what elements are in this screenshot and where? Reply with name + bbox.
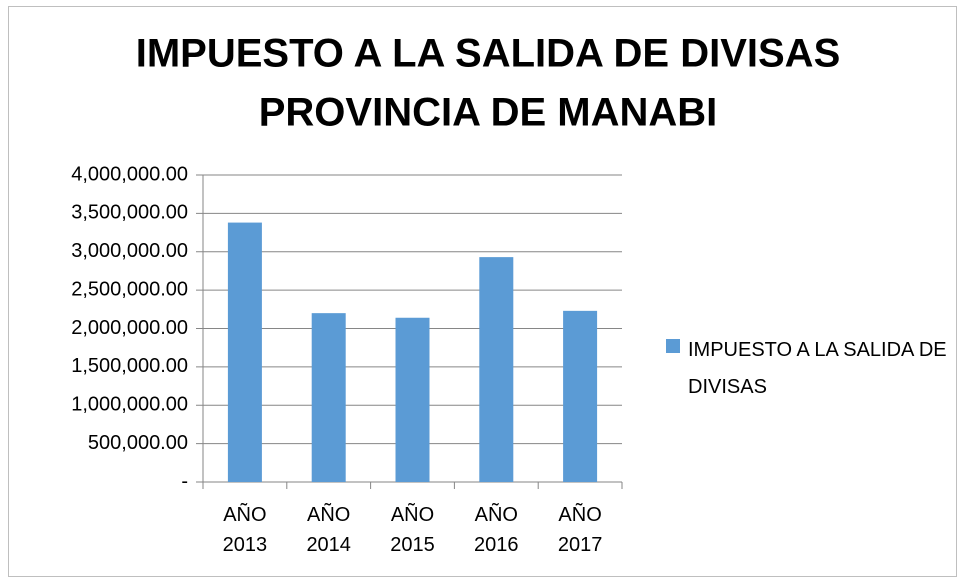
y-tick-label: 2,000,000.00 (71, 317, 188, 339)
y-tick-label: 2,500,000.00 (71, 278, 188, 300)
x-tick-label: AÑO 2015 (390, 504, 435, 556)
bar (395, 317, 430, 482)
y-tick-label: - (181, 470, 188, 492)
y-tick-label: 4,000,000.00 (71, 163, 188, 185)
bar (479, 257, 514, 482)
y-tick-label: 3,000,000.00 (71, 240, 188, 262)
chart-border (8, 6, 957, 577)
y-tick-label: 500,000.00 (88, 432, 188, 454)
legend-label: IMPUESTO A LA SALIDA DE DIVISAS (688, 339, 947, 398)
x-tick-label: AÑO 2017 (557, 504, 603, 556)
bar (311, 313, 346, 482)
legend-swatch (666, 339, 680, 353)
bar (227, 222, 262, 482)
x-tick-label: AÑO 2014 (306, 504, 351, 556)
x-tick-label: AÑO 2013 (222, 504, 268, 556)
bar (563, 310, 598, 482)
x-tick-label: AÑO 2016 (474, 504, 519, 556)
chart-title: IMPUESTO A LA SALIDA DE DIVISAS (136, 32, 841, 76)
chart-subtitle: PROVINCIA DE MANABI (259, 91, 718, 135)
y-tick-label: 1,500,000.00 (71, 355, 188, 377)
y-tick-label: 1,000,000.00 (71, 394, 188, 416)
y-tick-label: 3,500,000.00 (71, 202, 188, 224)
